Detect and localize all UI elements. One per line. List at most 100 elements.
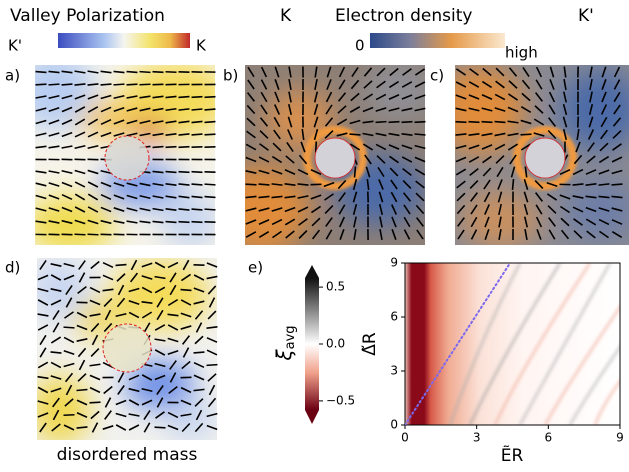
arrow	[258, 230, 270, 239]
arrow	[362, 132, 374, 137]
arrow	[169, 372, 177, 383]
arrow	[141, 311, 153, 319]
arrow	[483, 179, 491, 190]
arrow	[271, 169, 283, 175]
arrow	[165, 195, 177, 199]
arrow	[469, 167, 479, 177]
arrow	[168, 385, 178, 395]
arrow	[141, 262, 153, 268]
arrow	[61, 83, 73, 86]
arrow	[297, 168, 309, 176]
arrow	[178, 183, 190, 186]
arrow	[482, 167, 492, 177]
arrow	[375, 132, 387, 137]
arrow	[352, 203, 358, 216]
density-high: high	[505, 44, 538, 62]
arrow	[76, 426, 88, 429]
arrow	[143, 322, 151, 333]
arrow	[48, 194, 60, 200]
arrow	[117, 372, 125, 383]
arrow	[599, 142, 609, 152]
arrow	[91, 334, 99, 346]
panel-label: a)	[5, 67, 20, 85]
arrow	[323, 181, 335, 188]
arrow	[388, 80, 400, 89]
arrow	[613, 104, 621, 115]
arrow	[165, 182, 177, 187]
arrow	[74, 118, 86, 126]
arrow	[152, 220, 164, 224]
arrow	[100, 193, 112, 201]
arrow	[126, 95, 138, 99]
arrow	[414, 156, 426, 163]
arrow	[169, 284, 177, 296]
xi-colorbar	[305, 265, 319, 424]
arrow	[77, 286, 87, 294]
y-tick-label: 0	[390, 418, 398, 432]
arrow	[152, 132, 164, 137]
arrow	[87, 181, 99, 188]
arrow	[191, 208, 203, 211]
arrow	[35, 83, 47, 86]
arrow	[167, 349, 179, 356]
arrow	[495, 67, 505, 77]
arrow	[365, 166, 371, 178]
panel-label: d)	[5, 259, 20, 277]
colorbar-tick-label: 0.5	[326, 280, 345, 294]
arrow	[338, 216, 346, 228]
arrow	[414, 168, 426, 176]
plot-frame	[404, 262, 621, 426]
arrow	[376, 67, 386, 77]
arrow	[390, 204, 398, 215]
arrow	[523, 203, 529, 216]
arrow	[481, 120, 493, 124]
panel-caption: disordered mass	[57, 445, 198, 465]
arrow	[206, 337, 218, 343]
arrow	[535, 79, 543, 90]
arrow	[165, 207, 177, 212]
arrow	[77, 373, 87, 382]
arrow	[245, 183, 257, 186]
arrow	[76, 338, 88, 342]
arrow	[338, 79, 346, 90]
arrow	[126, 220, 138, 224]
arrow	[350, 79, 360, 90]
x-axis-label: ẼR	[501, 444, 524, 466]
arrow	[573, 154, 583, 165]
arrow	[559, 168, 571, 176]
arrow	[260, 66, 268, 78]
arrow	[363, 80, 373, 89]
arrow	[414, 107, 426, 112]
arrow	[481, 80, 493, 89]
arrow	[572, 168, 584, 176]
arrow	[76, 412, 88, 418]
arrow	[349, 106, 361, 113]
arrow	[258, 207, 270, 212]
arrow	[39, 422, 47, 433]
arrow	[520, 133, 532, 136]
arrow	[63, 326, 75, 329]
arrow	[284, 218, 296, 226]
arrow	[401, 94, 413, 100]
arrow	[74, 106, 86, 113]
arrow	[154, 426, 166, 429]
arrow	[524, 228, 528, 241]
arrow	[349, 119, 361, 125]
density-colorbar	[370, 33, 505, 48]
arrow	[74, 181, 86, 188]
arrow	[272, 142, 282, 152]
arrow	[50, 263, 62, 267]
arrow	[336, 118, 348, 126]
arrow	[52, 409, 60, 421]
arrow	[535, 216, 543, 228]
arrow	[401, 81, 413, 88]
arrow	[204, 183, 216, 186]
arrow	[180, 312, 192, 318]
arrow	[274, 91, 280, 103]
arrow	[245, 156, 257, 163]
arrow	[87, 131, 99, 138]
arrow	[63, 413, 75, 417]
arrow	[337, 92, 347, 102]
arrow	[416, 217, 424, 227]
